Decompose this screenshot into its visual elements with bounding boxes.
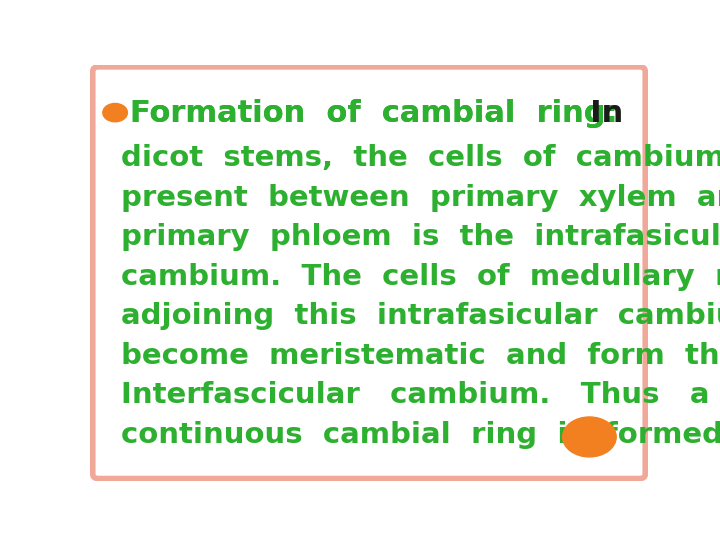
- Text: present  between  primary  xylem  and: present between primary xylem and: [121, 184, 720, 212]
- Text: In: In: [569, 99, 623, 129]
- Text: become  meristematic  and  form  the: become meristematic and form the: [121, 342, 720, 370]
- Text: Formation  of  cambial  ring:: Formation of cambial ring:: [130, 99, 618, 129]
- FancyBboxPatch shape: [93, 67, 645, 478]
- Text: dicot  stems,  the  cells  of  cambium: dicot stems, the cells of cambium: [121, 144, 720, 172]
- Text: Formation  of  cambial  ring:: Formation of cambial ring:: [130, 99, 618, 129]
- Circle shape: [103, 104, 127, 122]
- Text: primary  phloem  is  the  intrafasicular: primary phloem is the intrafasicular: [121, 224, 720, 251]
- Circle shape: [562, 417, 616, 457]
- Text: continuous  cambial  ring  is  formed.: continuous cambial ring is formed.: [121, 421, 720, 449]
- Text: adjoining  this  intrafasicular  cambium: adjoining this intrafasicular cambium: [121, 302, 720, 330]
- Text: cambium.  The  cells  of  medullary  rays,: cambium. The cells of medullary rays,: [121, 263, 720, 291]
- Text: Interfascicular   cambium.   Thus   a: Interfascicular cambium. Thus a: [121, 381, 709, 409]
